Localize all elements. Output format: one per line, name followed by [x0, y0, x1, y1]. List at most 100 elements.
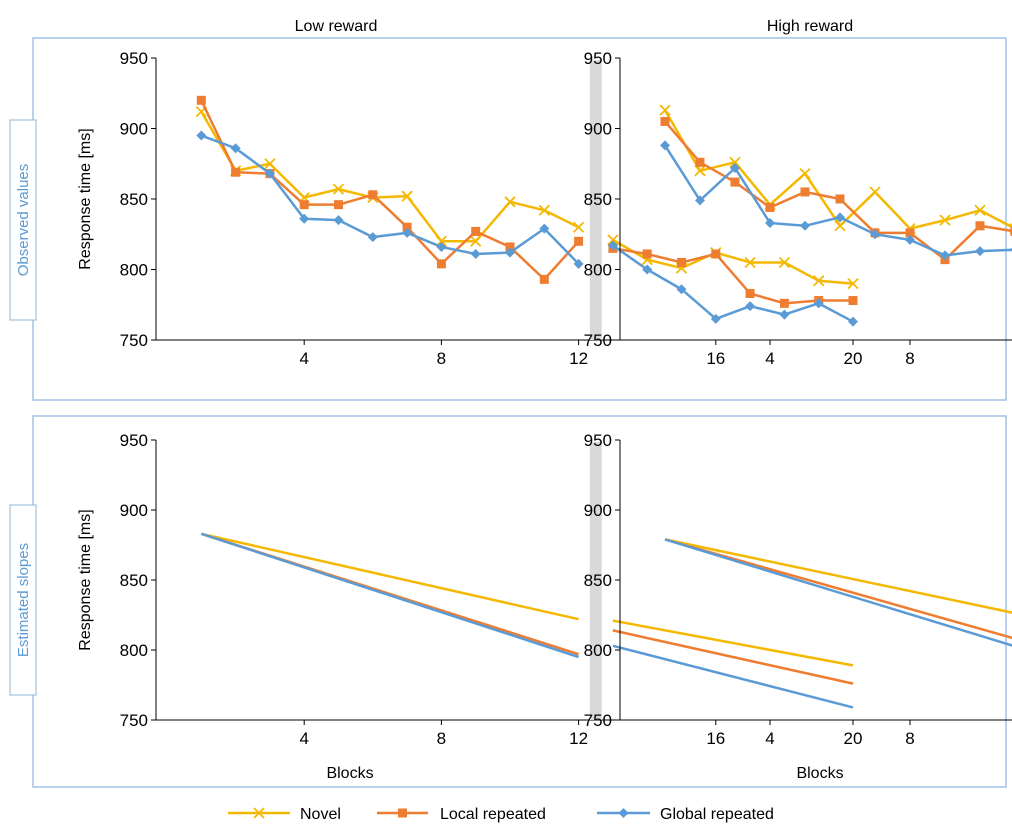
data-point-global-repeated [940, 250, 950, 261]
legend-marker-local-repeated [398, 808, 407, 818]
series-line-global-repeated [663, 144, 1012, 257]
data-point-novel [729, 156, 741, 168]
data-point-global-repeated [848, 316, 858, 327]
data-point-global-repeated [660, 140, 670, 151]
x-tick-label: 8 [437, 349, 446, 368]
legend-marker-shape [618, 808, 629, 818]
y-tick-label: 900 [120, 501, 148, 520]
x-tick-label: 4 [765, 349, 774, 368]
data-point-global-repeated [765, 217, 775, 228]
data-point-novel [264, 158, 276, 170]
data-point-global-repeated [230, 143, 241, 154]
y-tick-label: 750 [120, 331, 148, 350]
y-tick-label: 950 [120, 431, 148, 450]
data-point-global-repeated [299, 213, 310, 224]
data-point-novel [659, 104, 671, 116]
data-point-global-repeated [676, 284, 687, 295]
data-point-local-repeated [695, 157, 705, 167]
legend: Novel Local repeated Global repeated [228, 806, 774, 823]
data-point-local-repeated [800, 187, 810, 197]
y-tick-label: 750 [584, 331, 612, 350]
data-point-novel [834, 220, 846, 232]
session-break-bar [589, 442, 602, 720]
x-axis-label-low-reward: Blocks [326, 765, 373, 782]
data-point-global-repeated [975, 246, 985, 257]
x-tick-label: 8 [905, 729, 914, 748]
data-point-global-repeated [813, 298, 824, 309]
data-point-novel [778, 256, 791, 269]
slope-line-global-repeated [200, 532, 579, 659]
data-point-novel [470, 235, 482, 247]
data-point-global-repeated [573, 258, 584, 269]
column-title-high-reward: High reward [767, 18, 853, 35]
legend-label-novel: Novel [300, 806, 341, 823]
data-point-global-repeated [800, 220, 810, 231]
x-tick-label: 16 [706, 729, 725, 748]
data-point-global-repeated [196, 130, 207, 141]
data-point-global-repeated [333, 215, 344, 226]
x-tick-label: 8 [905, 349, 914, 368]
data-point-global-repeated [779, 309, 790, 320]
x-tick-label: 20 [844, 349, 863, 368]
data-point-local-repeated [730, 177, 740, 187]
data-point-novel [332, 183, 345, 195]
row-title-observed-values-box: Observed values [9, 119, 37, 321]
y-tick-label: 950 [584, 49, 612, 68]
data-point-local-repeated [231, 167, 241, 177]
row-title-estimated-slopes: Estimated slopes [15, 543, 32, 657]
slope-line-local-repeated [612, 629, 854, 685]
data-point-novel [607, 234, 619, 246]
data-point-novel [974, 204, 986, 216]
data-point-local-repeated [779, 298, 789, 308]
x-tick-label: 4 [299, 729, 308, 748]
legend-item-local-repeated: Local repeated [377, 806, 546, 823]
series-novel [659, 104, 1012, 235]
data-point-novel [694, 165, 706, 177]
data-point-global-repeated [402, 227, 413, 238]
y-tick-label: 850 [120, 571, 148, 590]
slope-line-global-repeated [664, 538, 1012, 647]
y-tick-label: 750 [120, 711, 148, 730]
legend-label-local-repeated: Local repeated [440, 806, 546, 823]
y-tick-label: 800 [120, 261, 148, 280]
legend-marker-global-repeated [618, 808, 629, 818]
y-axis-label-bottom: Response time [ms] [77, 509, 94, 650]
chart-panel-observed-low-reward: 750 800 850 900 950 4 8 12 16 20 [120, 49, 892, 368]
series-line-novel [612, 238, 854, 285]
legend-label-global-repeated: Global repeated [660, 806, 774, 823]
x-tick-label: 8 [437, 729, 446, 748]
y-tick-label: 750 [584, 711, 612, 730]
data-point-global-repeated [905, 234, 915, 245]
data-point-local-repeated [196, 95, 206, 105]
series-line-local-repeated [664, 120, 1012, 261]
x-tick-label: 12 [569, 729, 588, 748]
x-tick-label: 4 [765, 729, 774, 748]
data-point-novel [401, 190, 413, 202]
slope-line-novel [201, 532, 579, 621]
series-line-local-repeated [612, 247, 853, 305]
data-point-local-repeated [660, 116, 670, 126]
slope-line-novel [664, 538, 1012, 614]
y-tick-label: 800 [584, 261, 612, 280]
x-axis-label-high-reward: Blocks [796, 765, 843, 782]
data-point-global-repeated [870, 229, 880, 240]
x-tick-label: 12 [569, 349, 588, 368]
y-tick-label: 900 [584, 501, 612, 520]
data-point-local-repeated [574, 236, 584, 246]
data-point-global-repeated [745, 301, 756, 312]
data-point-global-repeated [505, 247, 515, 258]
data-point-global-repeated [367, 232, 378, 243]
data-point-global-repeated [539, 223, 550, 234]
session-break-bar [589, 60, 602, 340]
row-title-observed-values: Observed values [15, 164, 32, 277]
series-global-repeated [196, 130, 858, 327]
data-point-local-repeated [471, 226, 481, 236]
series-line-global-repeated [200, 134, 580, 265]
column-title-low-reward: Low reward [295, 18, 378, 35]
chart-panel-slopes-low-reward: 750 800 850 900 950 4 8 12 16 20 [120, 431, 892, 748]
data-point-global-repeated [264, 168, 275, 179]
x-tick-label: 4 [299, 349, 308, 368]
